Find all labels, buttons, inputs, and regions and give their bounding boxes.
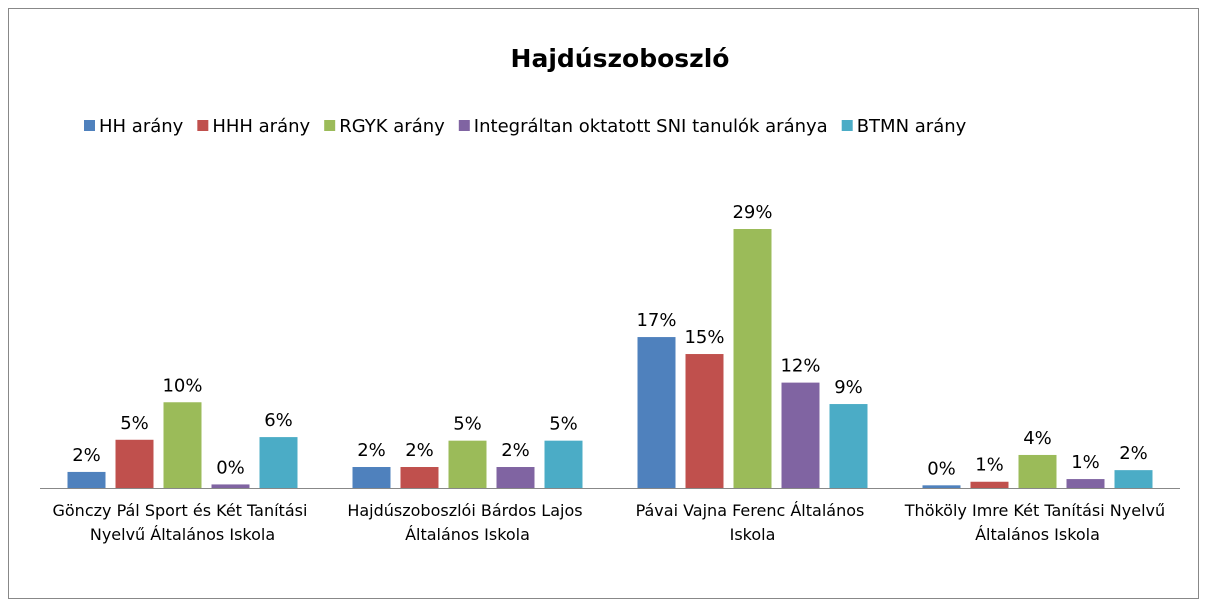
data-label: 1% [975, 455, 1004, 476]
legend-swatch [84, 120, 95, 131]
data-label: 17% [636, 310, 676, 331]
chart-title: Hajdúszoboszló [511, 44, 730, 73]
x-tick-line: Hajdúszoboszlói Bárdos Lajos [347, 501, 587, 520]
bar [1066, 479, 1105, 488]
bar [400, 467, 439, 488]
data-label: 12% [780, 356, 820, 377]
x-tick-line: Iskola [730, 525, 776, 544]
legend-swatch [197, 120, 209, 131]
x-tick-label: Hajdúszoboszlói Bárdos Lajos Általános I… [347, 501, 587, 544]
data-label: 29% [732, 202, 772, 223]
data-label: 15% [684, 327, 724, 348]
bar [829, 404, 868, 488]
x-tick-line: Nyelvű Általános Iskola [90, 525, 275, 544]
data-label: 1% [1071, 452, 1100, 473]
bar [970, 481, 1009, 488]
bar [637, 337, 676, 488]
x-tick-line: Gönczy Pál Sport és Két Tanítási [52, 501, 312, 520]
bar [922, 485, 961, 488]
bar [733, 229, 772, 488]
legend-swatch [458, 120, 470, 131]
data-label: 5% [120, 413, 149, 434]
legend-label: HHH arány [212, 116, 310, 137]
bar [685, 354, 724, 488]
data-label: 10% [162, 375, 202, 396]
bar [115, 439, 154, 488]
chart-border [8, 8, 1199, 599]
x-tick-label: Gönczy Pál Sport és Két Tanítási Nyelvű … [52, 501, 312, 544]
data-label: 2% [501, 440, 530, 461]
bar [1114, 470, 1153, 488]
bar [781, 382, 820, 488]
bar [544, 440, 583, 488]
data-label: 2% [405, 440, 434, 461]
x-tick-line: Általános Iskola [405, 525, 530, 544]
data-label: 4% [1023, 428, 1052, 449]
x-tick-line: Thököly Imre Két Tanítási Nyelvű [904, 501, 1170, 520]
legend-swatch [324, 120, 336, 131]
bar [448, 440, 487, 488]
bar [67, 471, 106, 488]
data-label: 2% [1119, 443, 1148, 464]
data-label: 9% [834, 377, 863, 398]
data-label: 0% [927, 458, 956, 479]
bar [496, 467, 535, 488]
legend-label: BTMN arány [857, 116, 967, 137]
bar [1018, 454, 1057, 488]
bar [352, 467, 391, 488]
data-label: 2% [72, 445, 101, 466]
legend-label: RGYK arány [339, 116, 445, 137]
data-label: 2% [357, 440, 386, 461]
bar [259, 437, 298, 488]
legend-swatch [841, 120, 853, 131]
x-tick-line: Pávai Vajna Ferenc Általános [636, 501, 870, 520]
data-label: 5% [453, 414, 482, 435]
data-label: 6% [264, 410, 293, 431]
x-tick-label: Thököly Imre Két Tanítási Nyelvű Általán… [904, 501, 1170, 544]
x-tick-line: Általános Iskola [975, 525, 1100, 544]
data-label: 5% [549, 414, 578, 435]
data-label: 0% [216, 457, 245, 478]
bar [211, 484, 250, 488]
legend-label: Integráltan oktatott SNI tanulók aránya [474, 116, 828, 137]
legend-label: HH arány [99, 116, 184, 137]
bar [163, 402, 202, 488]
x-tick-label: Pávai Vajna Ferenc Általános Iskola [636, 501, 870, 544]
